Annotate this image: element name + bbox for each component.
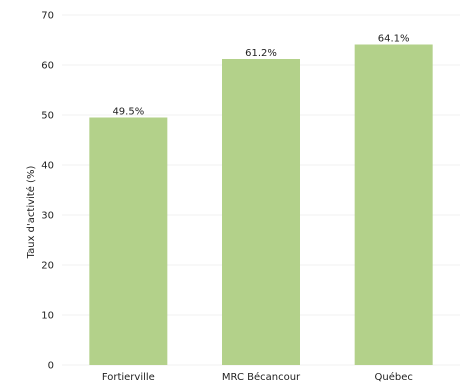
bar: [222, 59, 300, 365]
data-label: 49.5%: [112, 107, 144, 118]
bar: [354, 44, 433, 365]
y-tick-label: 70: [41, 11, 54, 22]
bar: [89, 117, 168, 365]
y-tick-label: 40: [41, 161, 54, 172]
y-tick-label: 50: [41, 111, 54, 122]
data-label: 64.1%: [378, 34, 410, 45]
data-label: 61.2%: [245, 48, 277, 59]
x-axis-labels: Fortierville MRC Bécancour Québec: [102, 371, 413, 383]
y-tick-label: 10: [41, 311, 54, 322]
x-category-label: Québec: [374, 371, 412, 383]
x-category-label: Fortierville: [102, 372, 155, 383]
y-axis-title: Taux d'activité (%): [25, 166, 37, 260]
y-tick-label: 60: [41, 61, 54, 72]
y-tick-label: 0: [48, 361, 54, 372]
y-axis-ticks: 0 10 20 30 40 50 60 70: [41, 11, 54, 372]
y-tick-label: 30: [41, 211, 54, 222]
data-labels: 49.5% 61.2% 64.1%: [112, 34, 409, 118]
y-tick-label: 20: [41, 261, 54, 272]
bars: [89, 44, 433, 365]
x-category-label: MRC Bécancour: [222, 371, 301, 383]
